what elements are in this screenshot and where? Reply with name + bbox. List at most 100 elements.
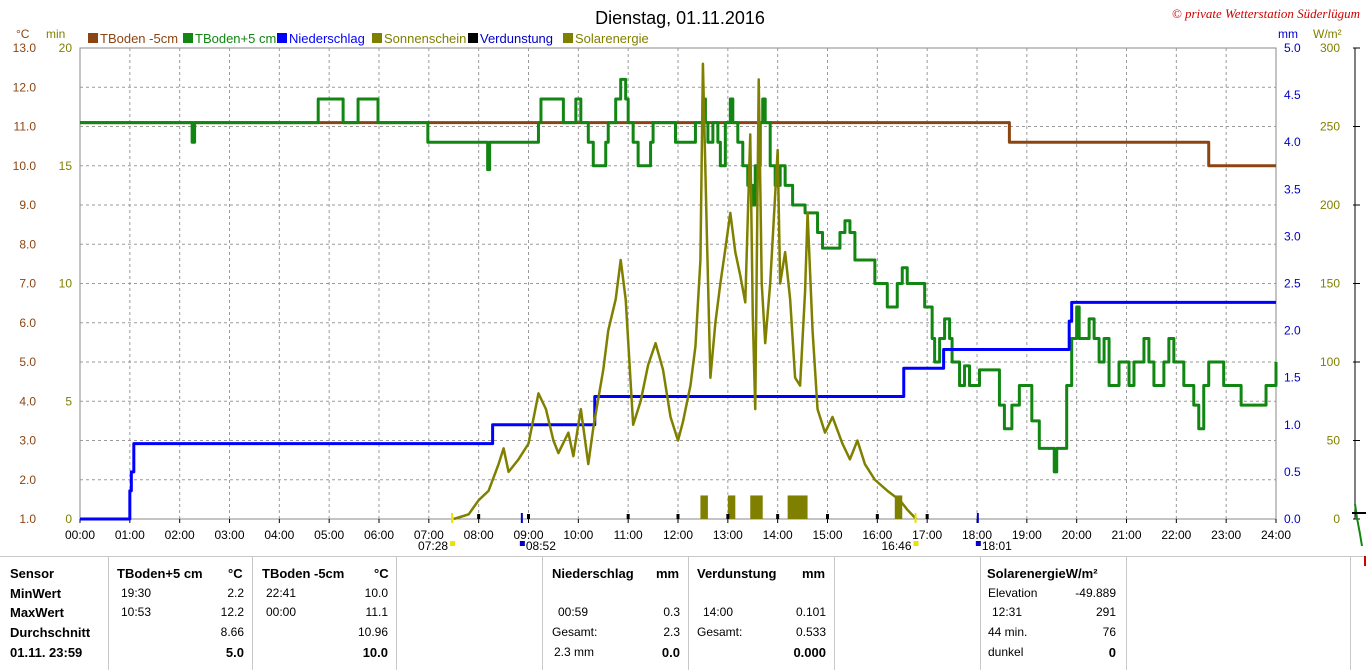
- celsius-tick-label: 3.0: [19, 434, 36, 448]
- celsius-tick-label: 12.0: [13, 80, 37, 94]
- verd-current-value: 0.000: [793, 645, 826, 660]
- tbm5-header: TBoden -5cm: [262, 566, 345, 581]
- x-tick-label: 19:00: [1012, 528, 1042, 542]
- mm-tick-label: 3.5: [1284, 182, 1301, 196]
- verd-unit: mm: [802, 566, 826, 581]
- x-tick-label: 14:00: [763, 528, 793, 542]
- legend-label-5: Solarenergie: [575, 31, 649, 46]
- side-mini-plot: [1352, 500, 1366, 570]
- solarenergie-line: [453, 62, 918, 521]
- unit-minutes: min: [46, 27, 65, 41]
- tb5-unit: °C: [228, 566, 243, 581]
- nieder-header: Niederschlag: [552, 566, 634, 581]
- weather-chart: Dienstag, 01.11.2016 © private Wettersta…: [13, 6, 1360, 553]
- verdunstung-mark: [726, 514, 730, 519]
- solar-elevation-value: -49.889: [1075, 586, 1116, 600]
- solar-max-time: 12:31: [992, 605, 1023, 619]
- wm2-tick-label: 100: [1320, 355, 1340, 369]
- x-tick-label: 08:00: [464, 528, 494, 542]
- tb5-max-time: 10:53: [121, 605, 152, 619]
- legend-label-4: Verdunstung: [480, 31, 553, 46]
- legend-swatch-0: [88, 33, 98, 43]
- x-tick-label: 02:00: [165, 528, 195, 542]
- sunset-label: 16:46: [882, 539, 912, 553]
- minutes-tick-label: 0: [65, 512, 72, 526]
- tboden-5-cm-line: [80, 77, 1278, 474]
- unit-mm: mm: [1278, 27, 1298, 41]
- tb5-header: TBoden+5 cm: [117, 566, 203, 581]
- t1-dot: [519, 541, 525, 546]
- mm-tick-label: 1.5: [1284, 371, 1301, 385]
- x-tick-label: 22:00: [1161, 528, 1191, 542]
- verdunstung-mark: [626, 514, 630, 519]
- legend-swatch-4: [468, 33, 478, 43]
- tb5-min-time: 19:30: [121, 586, 152, 600]
- wm2-tick-label: 300: [1320, 41, 1340, 55]
- sun-markers: 07:28 16:46 08:52 18:01: [418, 513, 1012, 553]
- minutes-tick-label: 15: [59, 159, 73, 173]
- verdunstung-mark: [826, 514, 829, 519]
- x-tick-label: 17:00: [912, 528, 942, 542]
- legend-swatch-5: [563, 33, 573, 43]
- wm2-tick-label: 250: [1320, 120, 1340, 134]
- verd-header: Verdunstung: [697, 566, 777, 581]
- grid-lines: [79, 47, 1277, 520]
- x-tick-label: 04:00: [264, 528, 294, 542]
- legend-label-0: TBoden -5cm: [100, 31, 178, 46]
- sunrise-dot: [450, 541, 456, 546]
- row-label-avg: Durchschnitt: [10, 625, 91, 640]
- row-label-max: MaxWert: [10, 605, 64, 620]
- x-tick-label: 03:00: [214, 528, 244, 542]
- axes: 00:00 01:00 02:00 03:00 04:00 05:00 06:00 07:00…: [13, 41, 1360, 542]
- solar-state-label: dunkel: [988, 645, 1024, 659]
- solar-elevation-label: Elevation: [988, 586, 1038, 600]
- x-tick-label: 11:00: [614, 528, 643, 542]
- tbm5-max-value: 11.1: [365, 605, 388, 619]
- nieder-current-value: 0.0: [661, 645, 680, 660]
- verd-max-time: 14:00: [703, 605, 734, 619]
- nieder-total-value: 2.3: [663, 625, 680, 639]
- wm2-tick-label: 50: [1327, 434, 1341, 448]
- sensor-header: Sensor: [10, 566, 55, 581]
- tb5-avg-value: 8.66: [220, 625, 244, 639]
- mm-tick-label: 0.0: [1284, 512, 1301, 526]
- verdunstung-mark: [875, 514, 879, 519]
- x-tick-label: 15:00: [812, 528, 842, 542]
- t2-dot: [975, 541, 981, 546]
- celsius-tick-label: 10.0: [13, 159, 37, 173]
- x-tick-label: 13:00: [713, 528, 743, 542]
- legend-label-3: Sonnenschein: [384, 31, 466, 46]
- mm-tick-label: 1.0: [1284, 418, 1301, 432]
- unit-wm2: W/m²: [1313, 27, 1342, 41]
- legend-label-2: Niederschlag: [289, 31, 365, 46]
- sunrise-label: 07:28: [418, 539, 448, 553]
- tbm5-min-time: 22:41: [266, 586, 297, 600]
- wm2-tick-label: 200: [1320, 198, 1340, 212]
- mm-tick-label: 2.0: [1284, 324, 1301, 338]
- verdunstung-mark: [676, 514, 680, 519]
- sonnenschein-bar: [894, 495, 903, 519]
- unit-celsius: °C: [16, 27, 30, 41]
- solar-header: SolarenergieW/m²: [987, 566, 1098, 581]
- wm2-tick-label: 0: [1333, 512, 1340, 526]
- x-tick-label: 23:00: [1211, 528, 1241, 542]
- nieder-max-time: 00:59: [558, 605, 589, 619]
- verd-total-value: 0.533: [795, 625, 826, 639]
- chart-legend: TBoden -5cm TBoden+5 cm Niederschlag Sonnen…: [88, 31, 649, 46]
- x-tick-label: 09:00: [513, 528, 543, 542]
- wm2-tick-label: 150: [1320, 277, 1340, 291]
- niederschlag-line: [80, 300, 1276, 521]
- legend-label-1: TBoden+5 cm: [195, 31, 276, 46]
- tboden-5cm-line: [80, 121, 1276, 168]
- celsius-tick-label: 2.0: [19, 473, 36, 487]
- legend-swatch-3: [372, 33, 382, 43]
- verd-total-label: Gesamt:: [697, 625, 743, 639]
- t2-label: 18:01: [982, 539, 1012, 553]
- solar-current-value: 0: [1108, 645, 1116, 660]
- minutes-tick-label: 10: [59, 277, 73, 291]
- minutes-tick-label: 5: [65, 394, 72, 408]
- tbm5-current-value: 10.0: [362, 645, 388, 660]
- x-tick-label: 01:00: [115, 528, 145, 542]
- verdunstung-mark: [925, 514, 929, 519]
- x-tick-label: 00:00: [65, 528, 95, 542]
